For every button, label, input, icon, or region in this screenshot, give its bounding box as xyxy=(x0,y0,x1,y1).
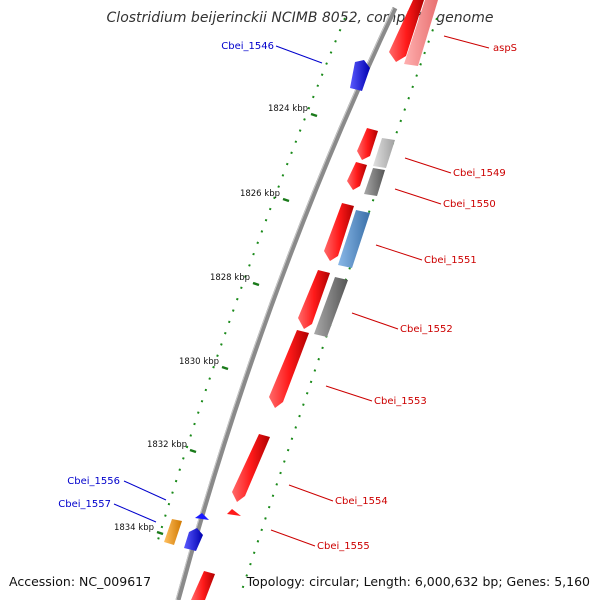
gene-cbei-1557-cog xyxy=(164,519,182,545)
gene-aspS-cog xyxy=(404,0,438,66)
gene-cbei-1554[interactable] xyxy=(232,434,270,502)
map-title: Clostridium beijerinckii NCIMB 8052, com… xyxy=(107,10,494,26)
gene-cbei-1553[interactable] xyxy=(269,330,309,408)
leader-cbei-1554 xyxy=(288,484,334,502)
leader-cbei-1546 xyxy=(275,45,323,64)
gene-label-aspS[interactable]: aspS xyxy=(493,43,517,54)
gene-label-cbei-1549[interactable]: Cbei_1549 xyxy=(453,168,506,179)
gene-cbei-1550-cog xyxy=(364,168,385,196)
gene-cbei-1549[interactable] xyxy=(357,128,378,160)
label-leaders xyxy=(113,35,490,547)
tick-mark-1828 xyxy=(252,281,260,287)
gene-label-cbei-1556[interactable]: Cbei_1556 xyxy=(67,476,120,487)
gene-cbei-1555[interactable] xyxy=(227,509,241,516)
gene-label-cbei-1551[interactable]: Cbei_1551 xyxy=(424,255,477,266)
tick-label-1826: 1826 kbp xyxy=(240,189,280,199)
leader-cbei-1552 xyxy=(351,312,399,330)
forward-gene-labels: Cbei_1546 Cbei_1556 Cbei_1557 xyxy=(58,41,274,510)
reverse-strand-genes xyxy=(191,0,424,600)
gene-cbei-1551-cog xyxy=(338,210,370,268)
tick-mark-1832 xyxy=(189,448,197,454)
tick-label-1824: 1824 kbp xyxy=(268,104,308,114)
tick-mark-1824 xyxy=(310,112,318,118)
gene-cbei-1552[interactable] xyxy=(298,270,330,329)
leader-cbei-1549 xyxy=(404,157,452,174)
leader-cbei-1556 xyxy=(123,480,167,501)
gene-cbei-1558[interactable] xyxy=(191,571,215,600)
accession-text: Accession: NC_009617 xyxy=(9,574,151,589)
leader-cbei-1557 xyxy=(113,503,157,523)
gene-cbei-1552-cog xyxy=(314,277,348,337)
tick-label-1832: 1832 kbp xyxy=(147,440,187,450)
gene-label-cbei-1553[interactable]: Cbei_1553 xyxy=(374,396,427,407)
gene-cbei-1556[interactable] xyxy=(195,513,209,520)
tick-mark-1834 xyxy=(156,530,164,536)
tick-label-1830: 1830 kbp xyxy=(179,357,219,367)
leader-cbei-1555 xyxy=(270,529,316,547)
genome-backbone xyxy=(175,6,398,600)
gene-label-cbei-1552[interactable]: Cbei_1552 xyxy=(400,324,453,335)
genome-backbone-highlight xyxy=(175,7,394,600)
gene-cbei-1550[interactable] xyxy=(347,162,367,190)
gene-cbei-1551[interactable] xyxy=(324,203,354,261)
genome-info-text: Topology: circular; Length: 6,000,632 bp… xyxy=(246,574,590,589)
gene-cbei-1546[interactable] xyxy=(350,60,370,91)
gene-label-cbei-1546[interactable]: Cbei_1546 xyxy=(221,41,274,52)
forward-strand-genes xyxy=(164,60,370,551)
leader-cbei-1551 xyxy=(375,244,423,261)
leader-aspS xyxy=(443,35,490,49)
gene-cbei-1549-cog xyxy=(373,138,395,168)
tick-mark-1830 xyxy=(221,365,229,371)
reverse-gene-labels: aspS Cbei_1549 Cbei_1550 Cbei_1551 Cbei_… xyxy=(317,43,517,552)
tick-mark-1826 xyxy=(282,197,290,203)
leader-cbei-1553 xyxy=(325,385,373,402)
gene-label-cbei-1557[interactable]: Cbei_1557 xyxy=(58,499,111,510)
tick-label-1828: 1828 kbp xyxy=(210,273,250,283)
gene-label-cbei-1550[interactable]: Cbei_1550 xyxy=(443,199,496,210)
gene-label-cbei-1555[interactable]: Cbei_1555 xyxy=(317,541,370,552)
gene-label-cbei-1554[interactable]: Cbei_1554 xyxy=(335,496,388,507)
cog-track xyxy=(314,0,438,337)
leader-cbei-1550 xyxy=(394,188,442,205)
tick-label-1834: 1834 kbp xyxy=(114,523,154,533)
gene-cbei-1557[interactable] xyxy=(184,528,203,551)
kbp-ticks: 1824 kbp 1826 kbp 1828 kbp 1830 kbp 1832… xyxy=(114,104,318,536)
gene-aspS[interactable] xyxy=(389,0,424,62)
